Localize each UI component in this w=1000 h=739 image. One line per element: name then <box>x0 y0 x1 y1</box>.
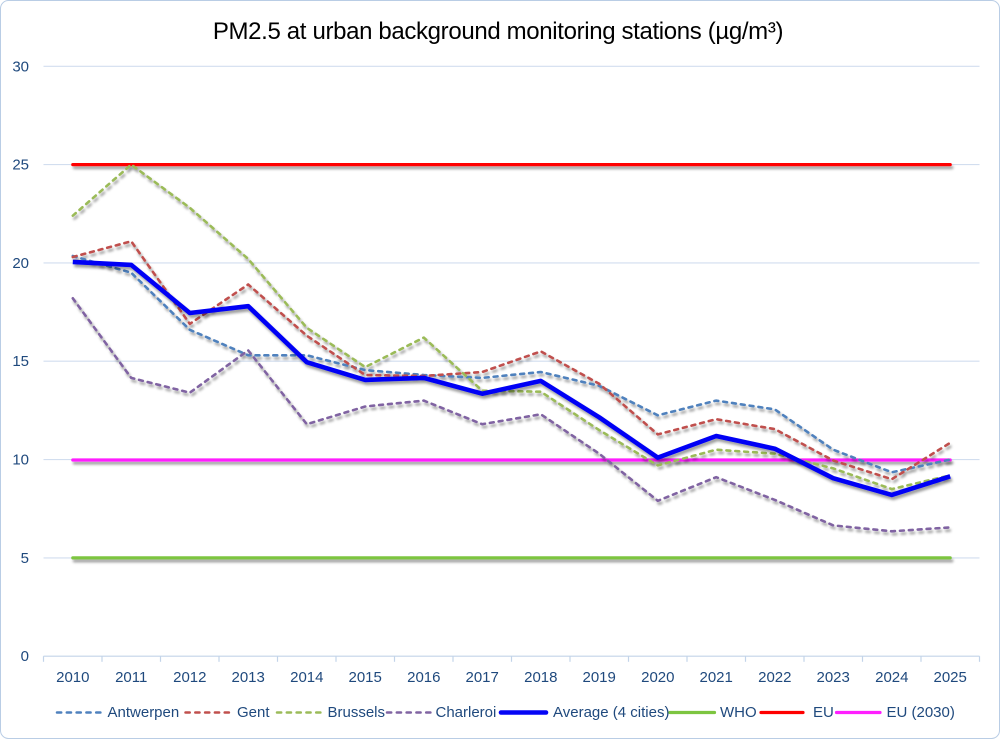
svg-text:2017: 2017 <box>466 669 499 686</box>
svg-text:30: 30 <box>12 58 29 75</box>
svg-text:20: 20 <box>12 255 29 272</box>
svg-text:2021: 2021 <box>700 669 733 686</box>
svg-text:Charleroi: Charleroi <box>436 704 497 721</box>
svg-text:2016: 2016 <box>407 669 440 686</box>
svg-text:2015: 2015 <box>349 669 382 686</box>
svg-text:2011: 2011 <box>115 669 147 686</box>
svg-text:EU: EU <box>813 704 834 721</box>
svg-text:25: 25 <box>12 157 29 174</box>
svg-text:2022: 2022 <box>758 669 791 686</box>
svg-text:2023: 2023 <box>817 669 850 686</box>
svg-text:Gent: Gent <box>237 704 270 721</box>
svg-text:Brussels: Brussels <box>328 704 386 721</box>
svg-text:2013: 2013 <box>232 669 265 686</box>
svg-text:2024: 2024 <box>875 669 908 686</box>
svg-text:2018: 2018 <box>524 669 557 686</box>
svg-text:2019: 2019 <box>583 669 616 686</box>
svg-text:15: 15 <box>12 353 29 370</box>
svg-text:5: 5 <box>21 550 29 567</box>
svg-text:2012: 2012 <box>173 669 206 686</box>
svg-text:PM2.5 at urban background moni: PM2.5 at urban background monitoring sta… <box>213 18 783 45</box>
svg-text:0: 0 <box>21 648 29 665</box>
svg-text:2010: 2010 <box>56 669 89 686</box>
svg-text:2025: 2025 <box>934 669 967 686</box>
svg-text:WHO: WHO <box>720 704 757 721</box>
svg-text:EU (2030): EU (2030) <box>887 704 955 721</box>
svg-text:2020: 2020 <box>641 669 674 686</box>
svg-text:Antwerpen: Antwerpen <box>108 704 180 721</box>
svg-text:10: 10 <box>12 452 29 469</box>
svg-text:Average (4 cities): Average (4 cities) <box>553 704 669 721</box>
svg-text:2014: 2014 <box>290 669 323 686</box>
